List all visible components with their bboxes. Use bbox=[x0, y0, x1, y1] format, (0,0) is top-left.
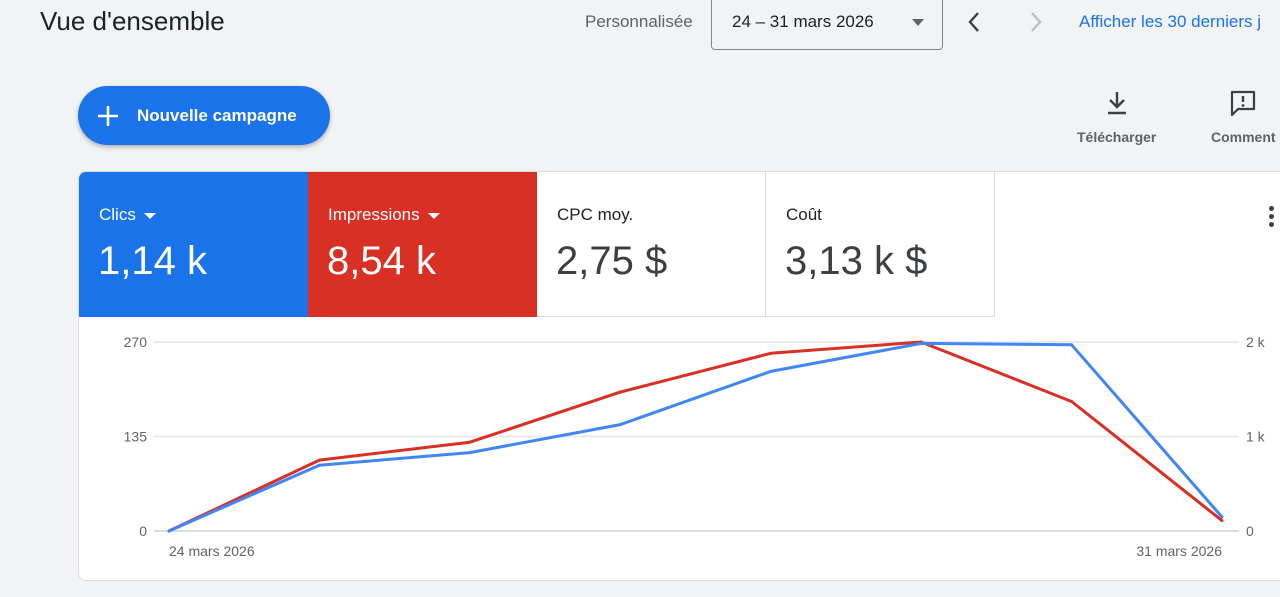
more-options-button[interactable] bbox=[1261, 206, 1280, 230]
download-icon bbox=[1107, 92, 1126, 115]
y-axis-right-tick: 2 k bbox=[1246, 334, 1266, 350]
y-axis-left-tick: 0 bbox=[139, 523, 147, 539]
caret-down-icon[interactable] bbox=[143, 212, 156, 219]
data-point-impressions bbox=[1070, 400, 1074, 404]
metric-avg-cpc[interactable]: CPC moy. 2,75 $ bbox=[537, 172, 766, 317]
metric-clicks[interactable]: Clics 1,14 k bbox=[79, 172, 308, 317]
date-range-select[interactable]: 24 – 31 mars 2026 bbox=[711, 0, 943, 50]
plus-icon bbox=[98, 106, 118, 126]
chevron-left-icon bbox=[968, 12, 979, 32]
series-line-impressions bbox=[168, 340, 1223, 533]
data-point-clics bbox=[468, 451, 472, 455]
overview-card: 0 0 135 1 k 270 2 k 24 mars 2026 31 mars 2026 C… bbox=[78, 171, 1280, 581]
date-range-value: 24 – 31 mars 2026 bbox=[732, 12, 874, 31]
comment-label: Comment bbox=[1211, 129, 1276, 145]
data-point-clics bbox=[618, 423, 622, 427]
more-vert-icon bbox=[1261, 206, 1280, 227]
metric-impressions[interactable]: Impressions 8,54 k bbox=[308, 172, 537, 317]
y-axis-right-tick: 0 bbox=[1246, 523, 1254, 539]
date-range-label: Personnalisée bbox=[585, 12, 693, 31]
caret-down-icon[interactable] bbox=[427, 212, 440, 219]
new-campaign-button[interactable]: Nouvelle campagne bbox=[78, 86, 330, 145]
comment-icon bbox=[1231, 90, 1256, 117]
page-title: Vue d'ensemble bbox=[40, 6, 225, 36]
next-period-button[interactable] bbox=[1021, 8, 1049, 36]
metric-clicks-label-row: Clics bbox=[99, 205, 156, 225]
data-point-impressions bbox=[317, 458, 321, 462]
data-point-impressions bbox=[468, 440, 472, 444]
x-axis-tick: 24 mars 2026 bbox=[169, 543, 255, 559]
data-point-impressions bbox=[618, 390, 622, 394]
data-point-clics bbox=[167, 529, 171, 533]
previous-period-button[interactable] bbox=[961, 8, 989, 36]
metric-cost-label: Coût bbox=[786, 205, 822, 224]
y-axis-left-tick: 270 bbox=[124, 334, 148, 350]
data-point-clics bbox=[317, 463, 321, 467]
data-point-impressions bbox=[1220, 519, 1224, 523]
metric-impressions-value: 8,54 k bbox=[327, 239, 436, 283]
metric-cost[interactable]: Coût 3,13 k $ bbox=[766, 172, 995, 317]
data-point-clics bbox=[1220, 515, 1224, 519]
new-campaign-label: Nouvelle campagne bbox=[137, 106, 297, 125]
chevron-right-icon bbox=[1031, 12, 1042, 32]
download-label: Télécharger bbox=[1077, 129, 1157, 145]
x-axis-tick: 31 mars 2026 bbox=[1136, 543, 1222, 559]
series-line-clics bbox=[168, 341, 1224, 533]
metric-impressions-label: Impressions bbox=[328, 205, 420, 224]
metric-avg-cpc-value: 2,75 $ bbox=[556, 239, 668, 283]
metric-avg-cpc-label: CPC moy. bbox=[557, 205, 634, 224]
data-point-clics bbox=[769, 369, 773, 373]
caret-down-icon bbox=[912, 19, 924, 26]
comment-button[interactable]: Comment bbox=[1211, 88, 1276, 145]
y-axis-right-tick: 1 k bbox=[1246, 429, 1266, 445]
performance-chart: 0 0 135 1 k 270 2 k 24 mars 2026 31 mars 2026 bbox=[124, 334, 1266, 559]
y-axis-left-tick: 135 bbox=[124, 429, 148, 445]
metric-impressions-label-row: Impressions bbox=[328, 205, 440, 225]
data-point-clics bbox=[1070, 343, 1074, 347]
metric-cost-value: 3,13 k $ bbox=[785, 239, 928, 283]
download-button[interactable]: Télécharger bbox=[1077, 88, 1156, 145]
data-point-clics bbox=[919, 341, 923, 345]
metric-clicks-value: 1,14 k bbox=[98, 239, 207, 283]
last-30-days-link[interactable]: Afficher les 30 derniers j bbox=[1079, 12, 1262, 31]
data-point-impressions bbox=[769, 351, 773, 355]
metric-clicks-label: Clics bbox=[99, 205, 136, 224]
